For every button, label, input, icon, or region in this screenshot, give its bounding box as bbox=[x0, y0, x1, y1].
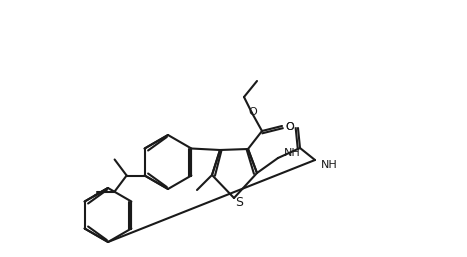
Text: O: O bbox=[286, 122, 294, 132]
Text: O: O bbox=[248, 107, 257, 117]
Text: O: O bbox=[286, 122, 294, 132]
Text: NH: NH bbox=[321, 160, 338, 170]
Text: S: S bbox=[235, 197, 243, 209]
Text: NH: NH bbox=[284, 148, 301, 158]
